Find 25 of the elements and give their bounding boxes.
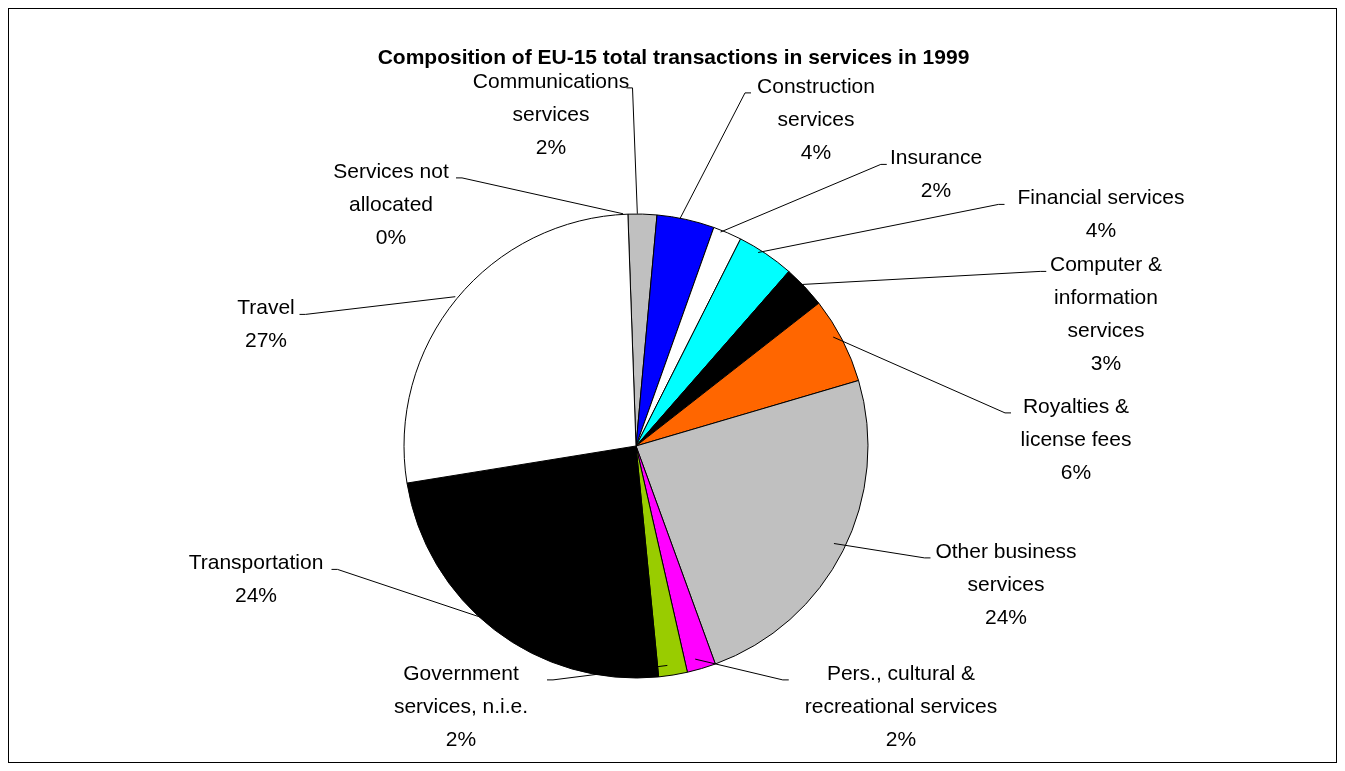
slice-label: Insurance (889, 145, 983, 169)
data-label: 4% (1085, 218, 1117, 242)
slice-label: Other business services (935, 538, 1077, 595)
data-label: 2% (885, 726, 917, 750)
slice-label: Travel (237, 295, 295, 319)
slice-label: Financial services (1017, 185, 1185, 209)
data-label: 3% (1090, 351, 1122, 375)
slice-label: Pers., cultural & recreational services (804, 660, 998, 717)
data-label: 2% (535, 134, 567, 158)
data-label: 2% (920, 178, 952, 202)
slice-label: Communications services (472, 68, 630, 125)
slice-label: Construction services (757, 73, 875, 130)
slice-label: Transportation (188, 550, 324, 574)
data-label: 6% (1060, 459, 1092, 483)
data-label: 4% (800, 139, 832, 163)
slice-label: Government services, n.i.e. (393, 660, 529, 717)
data-label: 27% (244, 328, 288, 352)
slice-label: Royalties & license fees (1020, 393, 1132, 450)
data-label: 24% (984, 604, 1028, 628)
data-label: 24% (234, 583, 278, 607)
data-label: 2% (445, 726, 477, 750)
chart-title: Composition of EU-15 total transactions in services in 1999 (376, 45, 971, 69)
category-label: Services not allocated (333, 158, 449, 215)
text: 0% (375, 224, 407, 248)
slice-label: Computer & information services (1049, 252, 1163, 342)
